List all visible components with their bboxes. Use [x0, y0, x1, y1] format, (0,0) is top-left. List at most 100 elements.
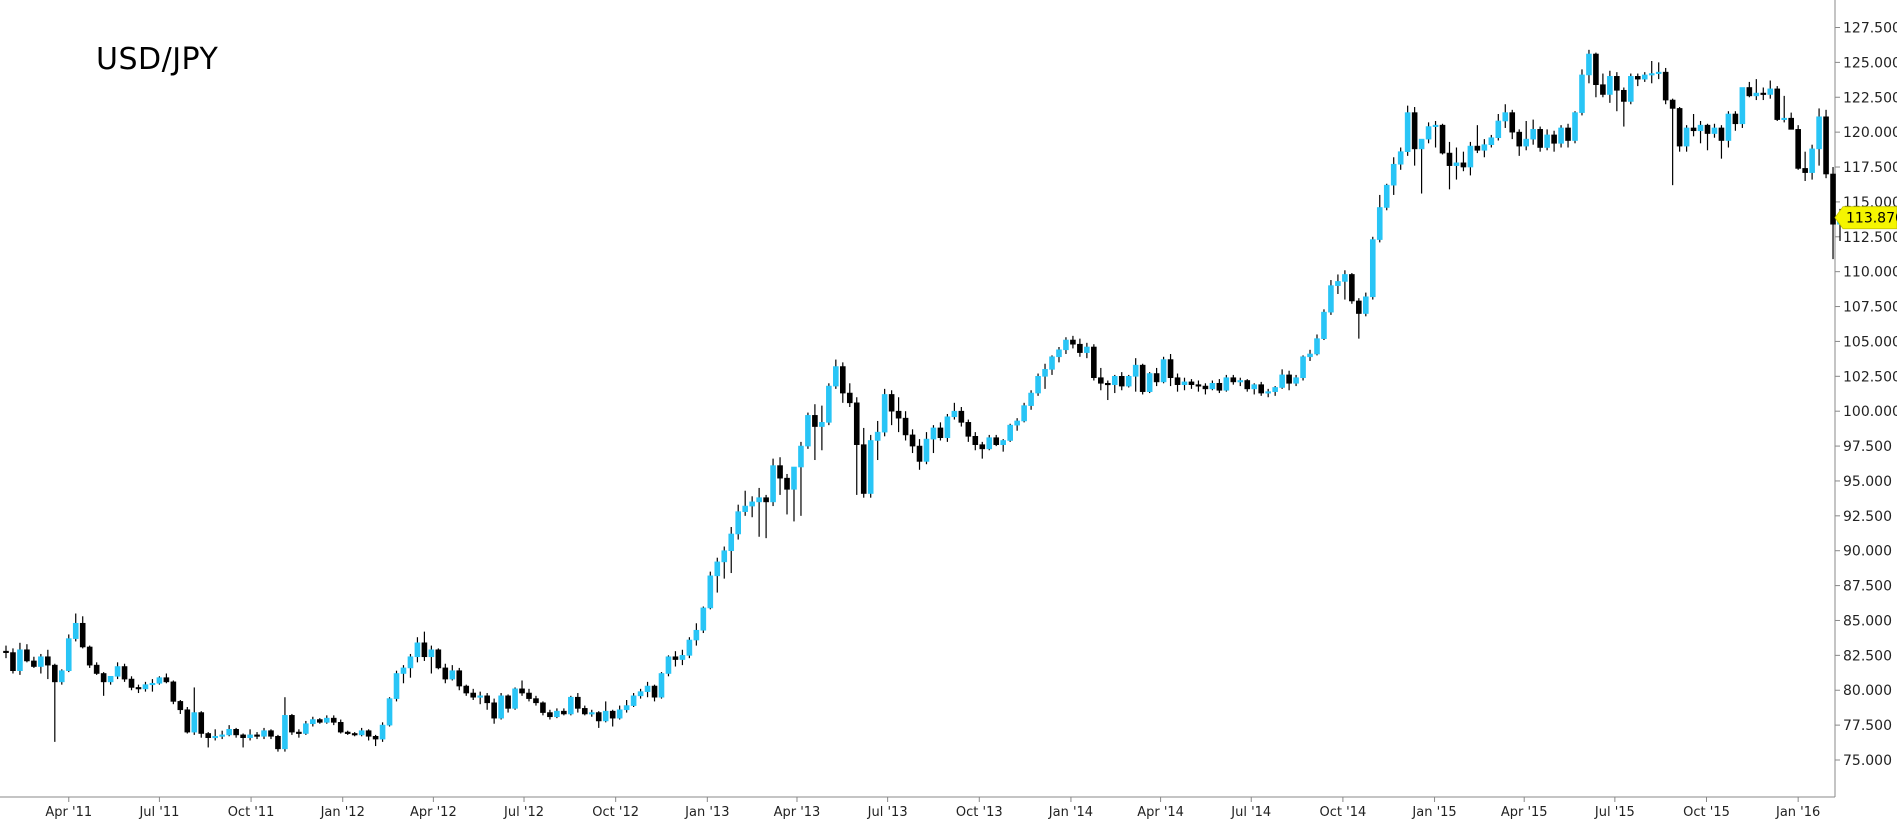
candle-body: [846, 392, 853, 404]
candle: [1739, 87, 1746, 128]
candle: [107, 675, 114, 685]
candle: [846, 383, 853, 408]
x-tick-label: Jan '16: [1775, 805, 1820, 820]
candle: [212, 729, 219, 741]
candle-body: [1091, 346, 1097, 379]
candle: [693, 623, 700, 646]
candle-body: [833, 366, 839, 387]
candle-body: [1118, 376, 1125, 387]
candle-body: [163, 677, 170, 683]
candle-body: [1474, 145, 1481, 151]
candle: [351, 732, 358, 737]
candle: [1000, 439, 1006, 452]
candle: [428, 645, 435, 674]
candle: [163, 673, 170, 684]
candle: [1823, 109, 1829, 179]
candle-body: [756, 497, 762, 503]
candle: [1084, 342, 1090, 359]
candle-body: [247, 734, 253, 738]
candle-body: [198, 712, 205, 734]
candle: [456, 667, 463, 691]
candle-body: [1237, 380, 1244, 383]
candle: [477, 691, 483, 705]
candle: [1251, 383, 1258, 395]
candle-body: [205, 733, 212, 738]
candle: [1293, 374, 1299, 387]
candle: [568, 695, 574, 716]
candle: [630, 693, 637, 707]
candle-body: [1725, 113, 1732, 141]
candle: [728, 526, 735, 574]
candle: [463, 684, 470, 696]
candle-body: [798, 445, 804, 468]
candle-body: [937, 427, 944, 438]
candle-body: [1230, 377, 1237, 383]
candle: [449, 665, 456, 681]
candle-body: [1802, 168, 1808, 173]
candle-body: [561, 710, 567, 715]
candle: [1523, 120, 1529, 151]
candle: [323, 715, 330, 724]
candle: [1746, 81, 1753, 98]
candle-body: [1181, 381, 1188, 385]
candle-body: [282, 715, 288, 750]
y-tick-label: 87.500: [1843, 579, 1892, 595]
candle-body: [470, 692, 477, 698]
candle-body: [1502, 112, 1509, 122]
candle: [840, 362, 846, 403]
candle: [1188, 379, 1195, 389]
candle-body: [637, 691, 644, 697]
candle-body: [58, 670, 65, 683]
candle-body: [484, 695, 490, 704]
candle-body: [114, 666, 121, 677]
candle-body: [700, 607, 707, 631]
candle-body: [1746, 87, 1753, 97]
candle: [233, 727, 239, 738]
candle: [1216, 379, 1223, 394]
candle-body: [1293, 377, 1299, 384]
y-tick-label: 112.500: [1843, 230, 1897, 246]
candle: [177, 700, 184, 714]
candle: [1572, 111, 1578, 144]
candle: [637, 688, 644, 699]
candle: [1614, 72, 1620, 112]
candle-body: [1104, 382, 1111, 386]
candle: [658, 672, 665, 699]
candle: [763, 494, 769, 539]
candle: [1600, 73, 1606, 98]
candle-body: [853, 402, 860, 445]
candle-body: [826, 385, 832, 423]
candle: [1683, 125, 1690, 152]
candle-body: [749, 501, 755, 507]
candle: [916, 439, 923, 470]
candle: [1272, 386, 1278, 396]
candle: [1732, 111, 1739, 131]
y-tick-label: 107.500: [1843, 300, 1897, 316]
x-tick-label: Apr '11: [45, 805, 92, 820]
candle-body: [477, 695, 483, 698]
candle: [505, 694, 511, 713]
candle-body: [219, 734, 225, 737]
candle-body: [1153, 373, 1160, 383]
candle-body: [1676, 108, 1683, 147]
candle: [895, 397, 902, 433]
candle: [1795, 125, 1801, 170]
candle-body: [1070, 339, 1076, 345]
candle-body: [226, 729, 232, 736]
candle-body: [93, 664, 100, 674]
candle-body: [435, 649, 442, 669]
candle-body: [972, 436, 979, 445]
candle-body: [1195, 384, 1202, 387]
candle-body: [728, 533, 735, 552]
candle-body: [10, 652, 16, 672]
candle-body: [895, 410, 902, 419]
candle: [791, 466, 797, 522]
candle-body: [805, 415, 811, 447]
candle-body: [1439, 124, 1446, 154]
candle: [86, 645, 93, 668]
x-tick-label: Apr '12: [410, 805, 457, 820]
candle: [372, 734, 379, 747]
candle: [1634, 73, 1641, 87]
candle: [1153, 367, 1160, 387]
